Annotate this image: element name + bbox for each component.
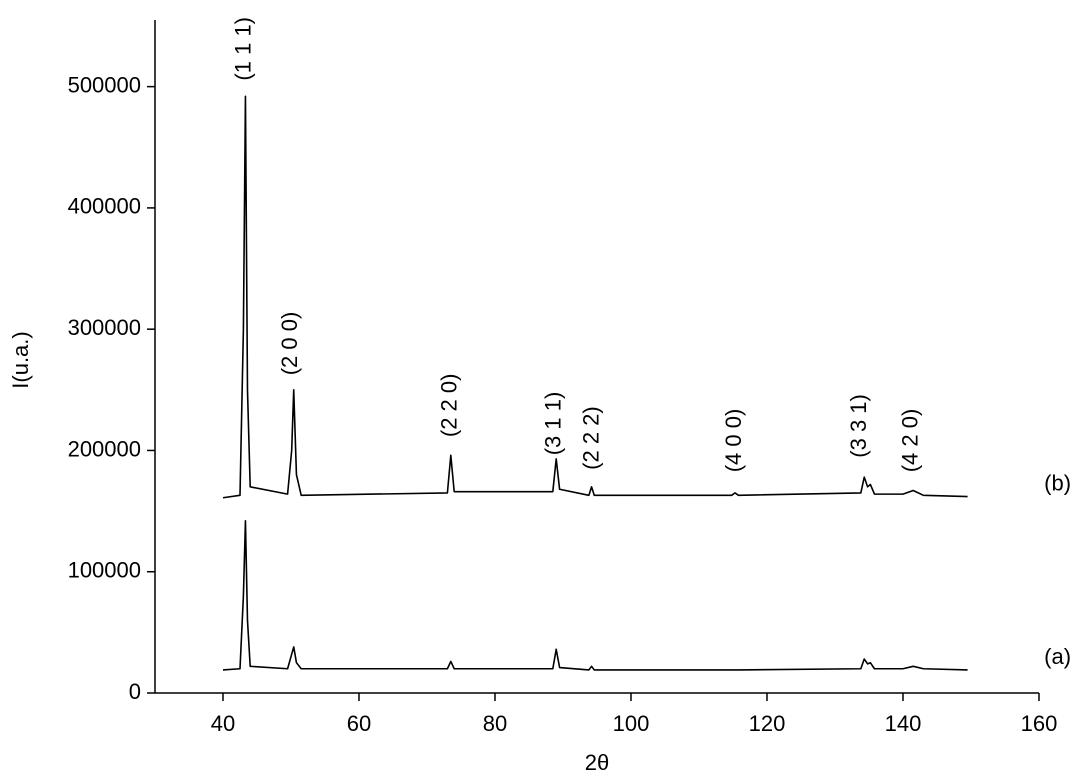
x-tick-label: 60 (347, 711, 371, 736)
y-tick-label: 400000 (68, 194, 141, 219)
y-axis-label: I(u.a.) (8, 331, 33, 388)
series-line (222, 95, 968, 499)
series-line (222, 519, 968, 671)
peak-label: (4 2 0) (898, 409, 923, 473)
peak-label: (3 3 1) (846, 394, 871, 458)
y-tick-label: 0 (129, 679, 141, 704)
series-label: (a) (1044, 644, 1071, 669)
peak-label: (4 0 0) (721, 409, 746, 473)
x-axis-label: 2θ (585, 750, 609, 775)
x-tick-label: 140 (885, 711, 922, 736)
y-tick-label: 100000 (68, 558, 141, 583)
peak-label: (2 0 0) (277, 312, 302, 376)
series-label: (b) (1044, 470, 1071, 495)
peak-label: (1 1 1) (231, 17, 256, 81)
y-tick-label: 500000 (68, 72, 141, 97)
x-tick-label: 100 (613, 711, 650, 736)
y-tick-label: 200000 (68, 436, 141, 461)
x-tick-label: 40 (211, 711, 235, 736)
x-tick-label: 160 (1021, 711, 1058, 736)
x-tick-label: 120 (749, 711, 786, 736)
peak-label: (3 1 1) (541, 392, 566, 456)
peak-label: (2 2 0) (437, 374, 462, 438)
peak-label: (2 2 2) (579, 406, 604, 470)
y-tick-label: 300000 (68, 315, 141, 340)
x-tick-label: 80 (483, 711, 507, 736)
